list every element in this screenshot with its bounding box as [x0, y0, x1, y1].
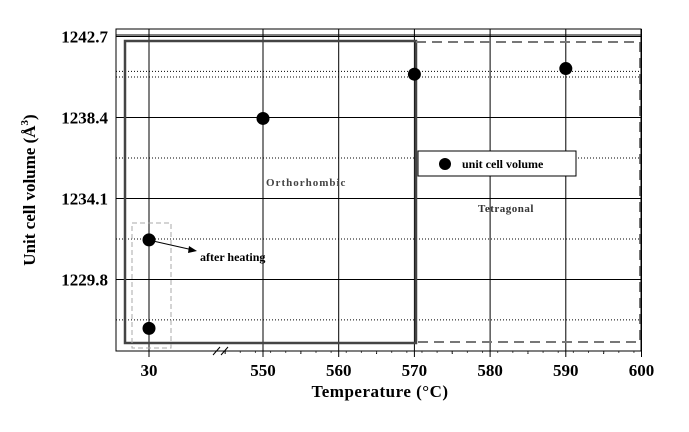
y-axis-title: Unit cell volume (Å3)	[19, 114, 39, 265]
legend: unit cell volume	[417, 150, 577, 177]
x-tick-label: 30	[141, 361, 158, 380]
data-point	[407, 67, 421, 81]
after-heating-highlight-box	[131, 222, 172, 349]
axis-break-mark	[212, 346, 221, 356]
legend-marker	[439, 158, 451, 170]
data-point	[559, 62, 573, 76]
data-point	[142, 233, 156, 247]
x-axis-title: Temperature (°C)	[311, 382, 448, 401]
y-tick-label: 1234.1	[61, 189, 108, 208]
y-tick-label: 1238.4	[61, 109, 108, 128]
plot-frame	[115, 28, 642, 352]
tetragonal-region-box	[416, 41, 641, 343]
data-point	[142, 321, 156, 335]
annotation-tetragonal: Tetragonal	[478, 203, 534, 215]
after-heating-arrow	[152, 240, 194, 251]
orthorhombic-region-box	[123, 39, 418, 345]
y-tick-label: 1242.7	[61, 28, 108, 47]
annotation-orthorhombic: Orthorhombic	[266, 177, 346, 189]
x-tick-label: 570	[402, 361, 428, 380]
grid	[116, 29, 642, 351]
data-point	[256, 111, 270, 125]
x-tick-label: 580	[477, 361, 503, 380]
axes	[115, 28, 642, 357]
tick-labels: 1229.8 1234.1 1238.4 1242.7 30 550 560 570 580 59…	[61, 28, 654, 380]
x-tick-label: 600	[629, 361, 655, 380]
after-heating-arrowhead	[188, 246, 197, 253]
y-tick-label: 1229.8	[61, 270, 108, 289]
phase-regions	[123, 39, 641, 349]
x-tick-label: 590	[553, 361, 579, 380]
y-axis-title-main: Unit cell volume (Å	[20, 125, 39, 266]
data-points	[142, 62, 573, 335]
x-tick-label: 560	[326, 361, 352, 380]
x-tick-label: 550	[250, 361, 276, 380]
y-axis-title-sup: 3	[19, 119, 31, 125]
y-axis-title-close: )	[20, 114, 39, 120]
axis-break-mark	[220, 346, 229, 356]
legend-label: unit cell volume	[462, 157, 544, 171]
annotation-after-heating: after heating	[200, 250, 265, 264]
